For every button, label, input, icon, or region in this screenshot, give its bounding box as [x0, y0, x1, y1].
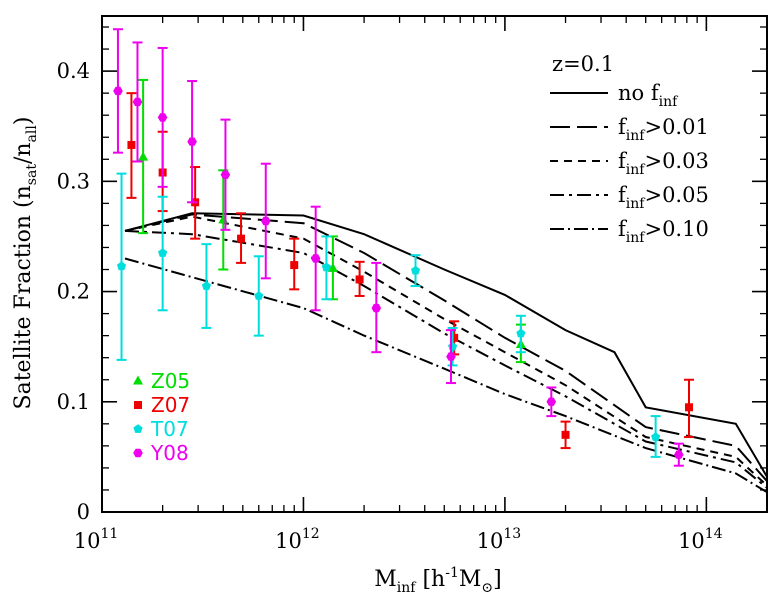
- marker-pentagon: [201, 281, 211, 290]
- marker-hexagon: [157, 113, 168, 122]
- legend-label-tail: >0.01: [644, 115, 708, 139]
- legend-label-main: no f: [618, 81, 661, 105]
- y-tick-label: 0.2: [57, 280, 90, 304]
- marker-square: [127, 140, 136, 149]
- marker-pentagon: [516, 328, 526, 338]
- marker-hexagon: [133, 448, 143, 458]
- legend-line-label-2: finf>0.03: [618, 149, 709, 178]
- marker-square: [290, 261, 299, 270]
- x-axis-title-unit-close: ]: [493, 567, 502, 592]
- marker-square: [355, 275, 364, 284]
- legend-dataset-Z05: Z05: [151, 369, 190, 393]
- marker-hexagon: [261, 216, 271, 226]
- x-tick-label-base: 10: [678, 529, 705, 553]
- legend-line-label-1: finf>0.01: [618, 115, 709, 144]
- marker-square: [684, 403, 693, 412]
- annotation-z: z=0.1: [552, 52, 614, 76]
- x-axis-title-unit-open: [h: [415, 567, 445, 592]
- marker-square: [450, 333, 459, 342]
- x-tick-label-exp: 14: [705, 526, 723, 542]
- marker-triangle: [327, 262, 338, 272]
- marker-square: [134, 401, 142, 409]
- legend-group: no finffinf>0.01finf>0.03finf>0.05finf>0…: [133, 81, 709, 465]
- legend-label-main: f: [618, 115, 628, 139]
- x-tick-label-base: 10: [74, 529, 101, 553]
- marker-pentagon: [254, 291, 264, 300]
- x-axis-title-sub: inf: [397, 580, 417, 596]
- x-tick-label-exp: 12: [302, 526, 320, 542]
- marker-square: [237, 234, 246, 243]
- x-tick-label: 1014: [678, 526, 723, 553]
- marker-triangle: [133, 375, 143, 385]
- plot-frame: [101, 15, 768, 513]
- marker-pentagon: [651, 432, 661, 441]
- marker-hexagon: [446, 352, 456, 361]
- legend-label-sub: inf: [626, 162, 646, 178]
- marker-hexagon: [371, 303, 382, 313]
- y-axis-title-mid: /n: [11, 142, 36, 164]
- x-tick-label-exp: 11: [100, 526, 118, 542]
- marker-hexagon: [220, 170, 231, 179]
- x-axis-title-unit-main: M: [459, 567, 482, 592]
- model-line-2: [124, 215, 768, 487]
- marker-pentagon: [448, 341, 458, 351]
- legend-dataset-Y08: Y08: [150, 441, 189, 465]
- y-axis-title: Satellite Fraction (nsat/nall): [11, 117, 40, 410]
- legend-dataset-T07: T07: [150, 417, 189, 441]
- marker-pentagon: [133, 424, 143, 433]
- legend-label-sub: inf: [626, 128, 646, 144]
- model-line-1: [124, 213, 768, 482]
- x-tick-label-exp: 13: [503, 526, 521, 542]
- legend-dataset-Z07: Z07: [151, 393, 190, 417]
- y-tick-label: 0.3: [57, 169, 90, 193]
- legend-label-main: f: [618, 149, 628, 173]
- marker-pentagon: [158, 248, 168, 257]
- data-points-group: [112, 28, 694, 467]
- marker-hexagon: [187, 137, 197, 146]
- legend-line-label-4: finf>0.10: [618, 217, 709, 246]
- x-tick-label: 1013: [477, 526, 522, 553]
- y-tick-label: 0.1: [57, 390, 90, 414]
- marker-pentagon: [321, 262, 331, 272]
- y-tick-label: 0: [77, 500, 90, 524]
- x-axis-title-main: M: [374, 567, 397, 592]
- marker-hexagon: [674, 450, 684, 459]
- x-tick-label: 1012: [275, 526, 320, 553]
- legend-label-sub: inf: [626, 230, 646, 246]
- legend-label-tail: >0.05: [644, 183, 708, 207]
- x-tick-label: 1011: [74, 526, 119, 553]
- marker-square: [561, 430, 570, 439]
- marker-pentagon: [411, 265, 421, 275]
- y-axis-title-sub2: all: [24, 125, 40, 143]
- y-axis-title-main: Satellite Fraction (n: [11, 185, 36, 409]
- legend-label-main: f: [618, 183, 628, 207]
- marker-hexagon: [113, 86, 123, 96]
- y-axis-title-close: ): [11, 117, 36, 126]
- legend-line-label-3: finf>0.05: [618, 183, 709, 212]
- legend-label-tail: >0.03: [644, 149, 708, 173]
- x-tick-label-base: 10: [477, 529, 504, 553]
- marker-hexagon: [310, 254, 321, 263]
- x-axis-title: Minf [h-1M⊙]: [374, 565, 501, 596]
- marker-pentagon: [117, 261, 127, 271]
- y-tick-label: 0.4: [57, 59, 90, 83]
- x-tick-label-base: 10: [275, 529, 302, 553]
- y-axis-title-sub1: sat: [24, 164, 40, 186]
- marker-triangle: [138, 151, 149, 161]
- legend-label-sub: inf: [659, 94, 679, 110]
- marker-hexagon: [546, 397, 557, 406]
- marker-hexagon: [132, 97, 143, 107]
- legend-label-main: f: [618, 217, 628, 241]
- model-line-4: [124, 257, 768, 494]
- model-line-0: [124, 212, 768, 478]
- legend-line-label-0: no finf: [618, 81, 679, 110]
- legend-label-sub: inf: [626, 196, 646, 212]
- model-lines-group: [124, 212, 768, 494]
- x-axis-title-unit-sym: ⊙: [481, 580, 493, 596]
- legend-label-tail: >0.10: [644, 217, 708, 241]
- x-axis-title-unit-sup: -1: [445, 565, 459, 581]
